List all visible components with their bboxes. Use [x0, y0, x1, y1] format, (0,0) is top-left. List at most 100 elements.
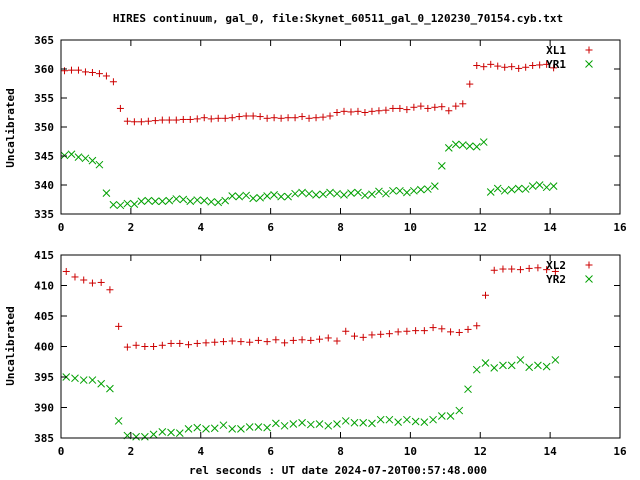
data-point	[150, 343, 158, 350]
data-point	[71, 273, 79, 281]
data-point	[490, 266, 498, 274]
data-point	[289, 336, 297, 344]
data-point	[219, 338, 227, 346]
top-x-tick-label: 16	[613, 221, 627, 234]
data-point	[228, 424, 237, 433]
data-point	[389, 186, 397, 195]
data-point	[522, 63, 530, 71]
data-point	[350, 332, 358, 340]
data-point	[193, 196, 202, 204]
data-point	[420, 327, 428, 335]
data-point	[481, 359, 490, 367]
data-point	[272, 419, 280, 428]
data-point	[305, 189, 313, 198]
bottom-x-tick-label: 4	[197, 445, 204, 458]
data-point	[242, 112, 250, 120]
data-point	[424, 104, 432, 112]
data-point	[60, 151, 69, 160]
data-point	[60, 67, 68, 75]
data-point	[333, 109, 341, 116]
data-point	[319, 113, 327, 121]
data-point	[95, 160, 104, 169]
data-point	[214, 114, 222, 122]
data-point	[410, 186, 418, 195]
data-point	[341, 417, 350, 425]
data-point	[536, 61, 544, 69]
data-point	[437, 412, 446, 420]
top-x-tick-label: 10	[404, 221, 417, 234]
data-point	[221, 196, 230, 205]
data-point	[508, 63, 516, 71]
data-point	[277, 192, 285, 201]
top-plot-ticks: 0 2 4 6 8 10 12 14 16 335 340 345 350 355 360 365	[34, 34, 627, 234]
data-point	[97, 278, 105, 286]
data-point	[200, 196, 209, 205]
data-point	[429, 324, 437, 332]
legend-marker-xl2	[585, 261, 593, 269]
data-point	[109, 78, 117, 86]
data-point	[403, 415, 411, 424]
data-point	[263, 192, 271, 200]
data-point	[455, 406, 464, 415]
data-point	[106, 384, 114, 393]
data-point	[445, 107, 453, 115]
data-point	[116, 201, 125, 210]
data-point	[228, 192, 237, 200]
legend-marker-yr1	[585, 60, 593, 68]
data-point	[375, 187, 383, 196]
data-point	[307, 336, 315, 344]
data-point	[176, 339, 184, 347]
data-point	[291, 114, 299, 122]
data-point	[411, 417, 420, 426]
data-point	[447, 328, 455, 336]
data-point	[473, 322, 481, 330]
data-point	[550, 64, 558, 72]
data-point	[249, 112, 257, 120]
bottom-x-tick-label: 2	[128, 445, 135, 458]
data-point	[529, 62, 537, 70]
bottom-x-tick-label: 8	[337, 445, 344, 458]
data-point	[394, 418, 403, 426]
data-point	[80, 276, 88, 284]
data-point	[430, 182, 439, 191]
data-point	[542, 362, 551, 371]
data-point	[437, 162, 446, 170]
data-point	[151, 117, 159, 125]
top-y-tick-label: 350	[34, 121, 54, 134]
data-point	[312, 191, 320, 199]
top-plot-marks	[60, 60, 558, 210]
data-point	[202, 339, 210, 347]
top-y-tick-label: 360	[34, 63, 54, 76]
data-point	[237, 338, 245, 346]
data-point	[542, 183, 551, 192]
data-point	[493, 184, 502, 193]
top-y-tick-label: 335	[34, 208, 54, 221]
legend-label-yr2: YR2	[546, 273, 566, 286]
data-point	[235, 113, 243, 121]
data-point	[451, 140, 460, 149]
data-point	[403, 327, 411, 335]
data-point	[382, 106, 390, 114]
data-point	[263, 114, 271, 122]
data-point	[438, 103, 446, 111]
top-x-tick-label: 2	[128, 221, 135, 234]
data-point	[423, 185, 432, 193]
data-point	[123, 117, 131, 125]
data-point	[95, 70, 103, 78]
data-point	[123, 343, 131, 351]
data-point	[256, 113, 264, 121]
data-point	[242, 191, 251, 200]
data-point	[193, 115, 201, 123]
bottom-x-tick-label: 6	[267, 445, 274, 458]
data-point	[71, 374, 79, 383]
data-point	[186, 197, 195, 206]
bottom-x-tick-label: 0	[58, 445, 65, 458]
data-point	[270, 114, 278, 122]
data-point	[298, 188, 306, 197]
data-point	[184, 424, 193, 433]
data-point	[62, 267, 70, 275]
data-point	[417, 102, 425, 110]
top-y-tick-label: 365	[34, 34, 54, 47]
